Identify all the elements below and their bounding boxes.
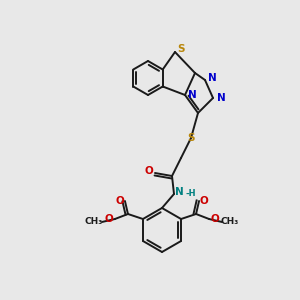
Text: -H: -H (186, 188, 196, 197)
Text: N: N (208, 73, 216, 83)
Text: CH₃: CH₃ (85, 218, 103, 226)
Text: S: S (177, 44, 185, 54)
Text: O: O (200, 196, 208, 206)
Text: N: N (217, 93, 225, 103)
Text: N: N (188, 90, 196, 100)
Text: O: O (211, 214, 219, 224)
Text: O: O (145, 166, 153, 176)
Text: O: O (116, 196, 124, 206)
Text: O: O (105, 214, 113, 224)
Text: N: N (175, 187, 183, 197)
Text: CH₃: CH₃ (221, 218, 239, 226)
Text: S: S (187, 133, 195, 143)
